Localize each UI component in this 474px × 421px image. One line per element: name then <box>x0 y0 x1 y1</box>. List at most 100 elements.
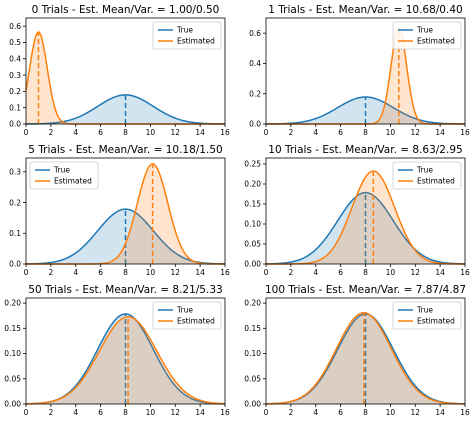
y-tick-label: 0.1 <box>9 103 21 112</box>
x-tick-label: 6 <box>98 408 103 417</box>
y-tick-label: 0.3 <box>9 71 21 80</box>
series-area-1 <box>26 32 225 124</box>
y-tick-label: 0.2 <box>9 198 21 207</box>
subplot-1: 0 2 4 6 8 10 12 14 16 0.0 0.2 0.4 0.6 1 Trials - Est.… <box>249 4 470 137</box>
x-tick-label: 16 <box>460 408 470 417</box>
x-tick-label: 14 <box>195 128 205 137</box>
x-tick-label: 16 <box>220 128 230 137</box>
x-tick-label: 6 <box>98 128 103 137</box>
legend-box <box>392 301 462 330</box>
x-tick-label: 2 <box>48 268 53 277</box>
x-tick-label: 2 <box>288 268 293 277</box>
y-tick-label: 0.15 <box>4 324 21 333</box>
x-tick-label: 4 <box>313 408 318 417</box>
series-line-0 <box>265 191 466 265</box>
x-tick-label: 0 <box>24 128 29 137</box>
x-tick-label: 16 <box>460 268 470 277</box>
x-tick-label: 2 <box>288 128 293 137</box>
x-tick-label: 10 <box>386 408 396 417</box>
subplot-4: 0 2 4 6 8 10 12 14 16 0.00 0.05 0.10 0.15 0.20 50 Tria… <box>4 284 230 417</box>
y-tick-label: 0.05 <box>244 374 261 383</box>
legend-box <box>29 161 99 190</box>
legend-label: True <box>53 166 70 175</box>
x-tick-label: 6 <box>338 128 343 137</box>
y-tick-label: 0.25 <box>244 160 261 169</box>
subplot-0: 0 2 4 6 8 10 12 14 16 0.0 0.1 0.2 0.3 0.4 0.5 0.6 0 Tria… <box>9 4 230 137</box>
x-tick-label: 4 <box>73 268 78 277</box>
x-tick-label: 8 <box>123 268 128 277</box>
y-tick-label: 0.10 <box>4 349 21 358</box>
legend-label: Estimated <box>417 177 455 186</box>
legend-box <box>392 161 462 190</box>
legend-label: True <box>416 306 433 315</box>
y-tick-label: 0.4 <box>9 54 21 63</box>
y-tick-label: 0.00 <box>244 400 261 409</box>
y-tick-label: 0.15 <box>244 324 261 333</box>
legend: True Estimated <box>392 161 462 190</box>
x-tick-label: 14 <box>435 408 445 417</box>
legend-label: True <box>416 166 433 175</box>
x-tick-label: 6 <box>98 268 103 277</box>
x-tick-label: 16 <box>220 268 230 277</box>
series-area-0 <box>26 94 225 124</box>
x-tick-label: 12 <box>170 128 180 137</box>
y-tick-label: 0.05 <box>244 240 261 249</box>
x-tick-label: 0 <box>264 128 269 137</box>
x-tick-label: 10 <box>146 408 156 417</box>
subplot-5: 0 2 4 6 8 10 12 14 16 0.00 0.05 0.10 0.15 0.20 100 Tri… <box>244 284 470 417</box>
y-tick-label: 0.5 <box>9 38 21 47</box>
x-tick-label: 2 <box>48 128 53 137</box>
y-tick-label: 0.20 <box>244 180 261 189</box>
series-area-1 <box>266 171 465 264</box>
x-tick-label: 0 <box>264 268 269 277</box>
legend-label: Estimated <box>54 177 92 186</box>
y-tick-label: 0.0 <box>249 120 261 129</box>
legend: True Estimated <box>392 21 462 50</box>
y-tick-label: 0.10 <box>244 349 261 358</box>
series-area-1 <box>266 312 465 404</box>
y-tick-label: 0.00 <box>244 260 261 269</box>
legend: True Estimated <box>392 301 462 330</box>
x-tick-label: 0 <box>24 408 29 417</box>
x-tick-label: 14 <box>435 268 445 277</box>
y-tick-label: 0.20 <box>4 299 21 308</box>
legend-label: True <box>176 26 193 35</box>
series-line-0 <box>26 94 225 125</box>
series-line-1 <box>265 312 466 405</box>
x-tick-label: 12 <box>170 268 180 277</box>
chart-title: 0 Trials - Est. Mean/Var. = 1.00/0.50 <box>32 4 220 16</box>
legend-label: True <box>416 26 433 35</box>
y-tick-label: 0.3 <box>9 168 21 177</box>
series-area-0 <box>266 96 465 124</box>
legend: True Estimated <box>29 161 99 190</box>
x-tick-label: 12 <box>410 128 420 137</box>
y-tick-label: 0.10 <box>244 220 261 229</box>
y-tick-label: 0.6 <box>9 22 21 31</box>
chart-title: 100 Trials - Est. Mean/Var. = 7.87/4.87 <box>265 284 466 296</box>
x-tick-label: 12 <box>170 408 180 417</box>
y-tick-label: 0.2 <box>249 89 261 98</box>
legend-label: Estimated <box>417 317 455 326</box>
subplot-3: 0 2 4 6 8 10 12 14 16 0.00 0.05 0.10 0.15 0.20 0.25 10 … <box>244 144 470 277</box>
chart-title: 50 Trials - Est. Mean/Var. = 8.21/5.33 <box>28 284 222 296</box>
subplot-2: 0 2 4 6 8 10 12 14 16 0.0 0.1 0.2 0.3 5 Trials - Est.… <box>9 144 230 277</box>
series-area-1 <box>26 316 225 404</box>
x-tick-label: 8 <box>123 128 128 137</box>
x-tick-label: 4 <box>313 128 318 137</box>
x-tick-label: 0 <box>264 408 269 417</box>
x-tick-label: 8 <box>363 408 368 417</box>
legend-box <box>392 21 462 50</box>
y-tick-label: 0.0 <box>9 120 21 129</box>
y-tick-label: 0.15 <box>244 200 261 209</box>
x-tick-label: 4 <box>73 408 78 417</box>
chart-title: 5 Trials - Est. Mean/Var. = 10.18/1.50 <box>28 144 222 156</box>
x-tick-label: 12 <box>410 408 420 417</box>
x-tick-label: 12 <box>410 268 420 277</box>
x-tick-label: 14 <box>195 268 205 277</box>
x-tick-label: 4 <box>73 128 78 137</box>
x-tick-label: 8 <box>363 268 368 277</box>
x-tick-label: 2 <box>288 408 293 417</box>
legend-box <box>152 301 222 330</box>
legend-label: True <box>176 306 193 315</box>
series-area-1 <box>26 163 225 264</box>
